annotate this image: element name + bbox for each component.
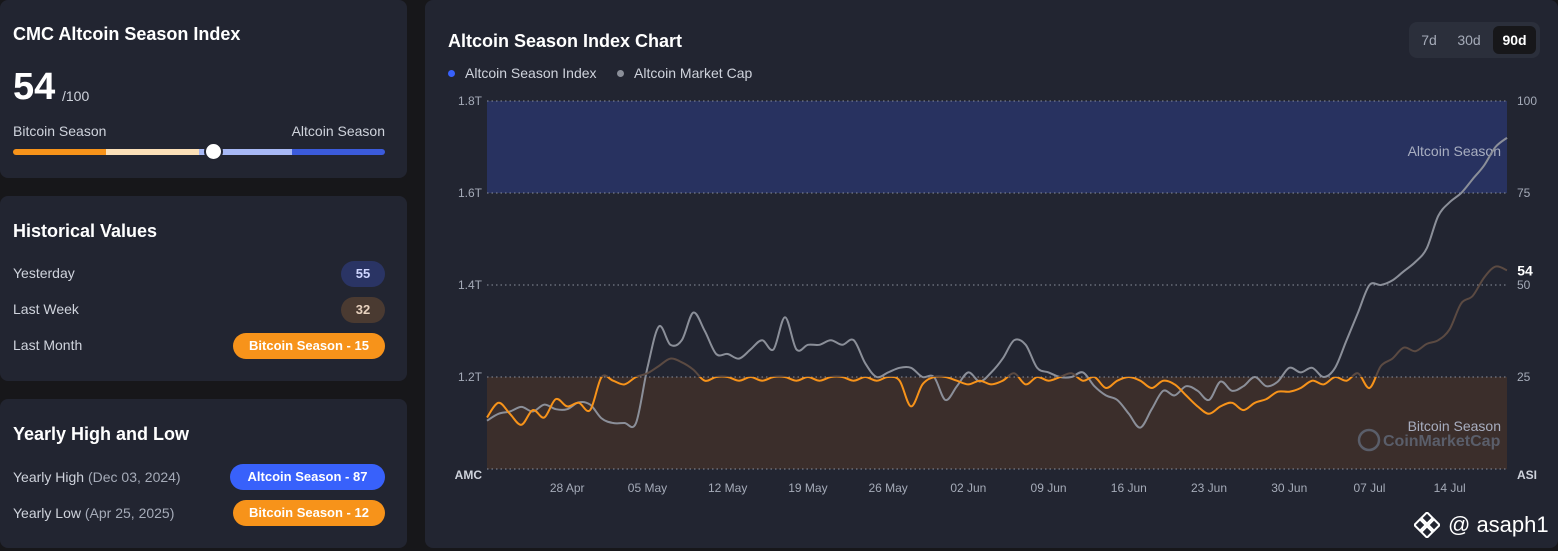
historical-label-last-week: Last Week <box>13 301 79 317</box>
legend-dot-marketcap <box>617 69 624 77</box>
chart-series <box>486 136 1508 429</box>
x-axis-tick: 12 May <box>708 481 747 495</box>
historical-title: Historical Values <box>13 221 158 241</box>
right-axis-tick: 75 <box>1517 186 1531 200</box>
yearly-title: Yearly High and Low <box>13 424 190 444</box>
chart-card: Altcoin Season Index Chart Altcoin Seaso… <box>425 0 1558 548</box>
legend-label-index: Altcoin Season Index <box>465 65 597 81</box>
yearly-high-date: (Dec 03, 2024) <box>87 469 181 485</box>
historical-values-card: Historical Values Yesterday 55 Last Week… <box>0 196 407 381</box>
x-axis-tick: 26 May <box>868 481 907 495</box>
historical-label-yesterday: Yesterday <box>13 265 75 281</box>
left-axis-tick: 1.2T <box>458 370 483 384</box>
right-axis-tick: 25 <box>1517 370 1531 384</box>
left-axis-tick: 1.4T <box>458 278 483 292</box>
altcoin-season-zone <box>487 101 1507 193</box>
cmc-brand-label: CoinMarketCap <box>1383 433 1501 450</box>
left-axis-tick: 1.8T <box>458 94 483 108</box>
yearly-high-low-card: Yearly High and Low Yearly High (Dec 03,… <box>0 399 407 548</box>
timeframe-7d-button[interactable]: 7d <box>1421 32 1437 48</box>
x-axis-tick: 23 Jun <box>1191 481 1227 495</box>
yearly-low-date: (Apr 25, 2025) <box>84 505 175 521</box>
series-line-altcoin-season-index-upper <box>600 265 1508 377</box>
historical-value-yesterday: 55 <box>341 261 385 287</box>
x-axis-tick: 09 Jun <box>1031 481 1067 495</box>
bitcoin-season-zone <box>487 377 1507 469</box>
right-axis-label: ASI <box>1517 468 1537 482</box>
x-axis-tick: 14 Jul <box>1434 481 1466 495</box>
historical-value-last-week: 32 <box>341 297 385 323</box>
x-axis-tick: 30 Jun <box>1271 481 1307 495</box>
altcoin-season-chart: Altcoin Season Bitcoin Season CoinMarket… <box>455 94 1540 495</box>
legend-item-marketcap[interactable]: Altcoin Market Cap <box>617 65 752 81</box>
yearly-low-text: Yearly Low <box>13 505 81 521</box>
historical-value-last-month: Bitcoin Season - 15 <box>233 333 385 359</box>
right-axis-tick: 100 <box>1517 94 1537 108</box>
index-value: 54 <box>13 66 56 108</box>
timeframe-selector: 7d 30d 90d <box>1409 22 1540 58</box>
chart-grid <box>487 100 1507 470</box>
left-axis-label: AMC <box>455 468 483 482</box>
altcoin-season-zone-label: Altcoin Season <box>1408 143 1501 159</box>
timeframe-90d-button[interactable]: 90d <box>1493 26 1536 54</box>
x-axis-tick: 02 Jun <box>950 481 986 495</box>
legend-label-marketcap: Altcoin Market Cap <box>634 65 753 81</box>
watermark: @ asaph1 <box>1414 512 1549 538</box>
x-axis-tick: 16 Jun <box>1111 481 1147 495</box>
left-axis-tick: 1.6T <box>458 186 483 200</box>
coinmarketcap-logo: CoinMarketCap <box>1357 428 1501 452</box>
series-line-altcoin-season-index <box>486 377 1377 426</box>
current-value-badge: 54 <box>1510 260 1540 281</box>
chart-title: Altcoin Season Index Chart <box>448 31 683 51</box>
x-axis-tick: 28 Apr <box>550 481 585 495</box>
altcoin-season-label: Altcoin Season <box>291 123 385 139</box>
legend-dot-index <box>448 69 455 77</box>
index-card-title: CMC Altcoin Season Index <box>13 24 241 44</box>
gauge-segment-altcoin <box>292 149 385 155</box>
yearly-low-value: Bitcoin Season - 12 <box>233 500 385 526</box>
yearly-high-value: Altcoin Season - 87 <box>230 464 385 490</box>
legend-item-index[interactable]: Altcoin Season Index <box>448 65 597 81</box>
x-axis-tick: 19 May <box>788 481 827 495</box>
binance-diamond-icon <box>1414 512 1440 538</box>
historical-label-last-month: Last Month <box>13 337 83 353</box>
yearly-high-label: Yearly High (Dec 03, 2024) <box>13 469 181 485</box>
season-gauge <box>13 149 385 155</box>
bitcoin-season-zone-label: Bitcoin Season <box>1408 418 1501 434</box>
current-value-badge-bg <box>1510 260 1540 281</box>
cmc-logo-icon <box>1357 428 1381 452</box>
bitcoin-season-label: Bitcoin Season <box>13 123 107 139</box>
index-denominator: /100 <box>62 88 90 104</box>
timeframe-30d-button[interactable]: 30d <box>1457 32 1481 48</box>
gauge-segment-neutral-btc <box>106 149 199 155</box>
yearly-low-label: Yearly Low (Apr 25, 2025) <box>13 505 174 521</box>
right-axis-tick: 50 <box>1517 278 1531 292</box>
gauge-segment-neutral-alt <box>199 149 292 155</box>
yearly-high-text: Yearly High <box>13 469 85 485</box>
x-axis-tick: 07 Jul <box>1353 481 1385 495</box>
watermark-text: @ asaph1 <box>1448 512 1549 537</box>
series-line-altcoin-market-cap <box>486 136 1508 429</box>
gauge-segment-bitcoin <box>13 149 106 155</box>
x-axis-tick: 05 May <box>628 481 667 495</box>
current-value-label: 54 <box>1517 262 1533 278</box>
altcoin-index-card: CMC Altcoin Season Index 54 /100 Bitcoin… <box>0 0 407 178</box>
gauge-knob <box>206 144 222 159</box>
chart-axes: 1.8T 1.6T 1.4T 1.2T 100 75 50 25 AMC ASI 28 Apr 05 … <box>455 94 1538 495</box>
